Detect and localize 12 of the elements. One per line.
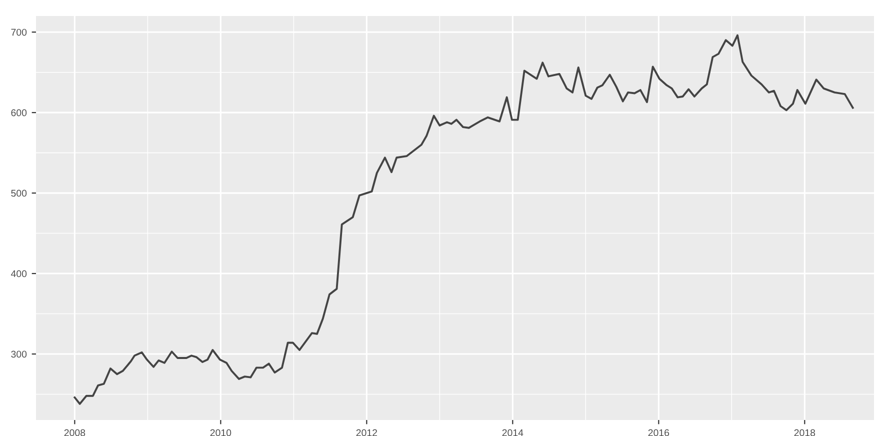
y-tick-label: 400 — [10, 270, 27, 278]
x-tick-label: 2012 — [356, 429, 377, 436]
y-tick-label: 300 — [11, 350, 27, 358]
y-tick-label: 500 — [11, 190, 27, 197]
x-tick-label: 2010 — [210, 429, 232, 436]
x-tick-label: 2016 — [648, 429, 670, 436]
x-tick-label: 2014 — [502, 429, 524, 436]
x-tick-label: 2018 — [794, 429, 816, 436]
line-series — [74, 34, 854, 405]
x-tick-label: 2008 — [64, 429, 86, 436]
y-tick-label: 600 — [11, 109, 27, 116]
y-tick-label: 700 — [11, 28, 27, 36]
